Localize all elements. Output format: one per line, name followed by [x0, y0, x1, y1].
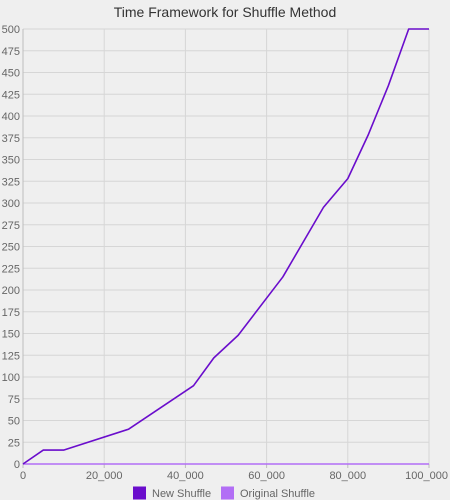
legend: New Shuffle Original Shuffle — [133, 486, 315, 500]
legend-label: Original Shuffle — [240, 488, 315, 500]
legend-label: New Shuffle — [152, 488, 211, 500]
x-tick-label: 60_000 — [248, 470, 285, 482]
y-tick-label: 400 — [2, 111, 20, 123]
legend-item-new-shuffle[interactable]: New Shuffle — [133, 486, 211, 500]
y-tick-label: 25 — [8, 437, 20, 449]
x-tick-label: 100_000 — [405, 470, 448, 482]
y-tick-label: 0 — [14, 459, 20, 471]
y-tick-label: 275 — [2, 220, 20, 232]
y-tick-label: 100 — [2, 372, 20, 384]
y-tick-label: 475 — [2, 46, 20, 58]
y-tick-label: 375 — [2, 133, 20, 145]
y-tick-label: 450 — [2, 68, 20, 80]
y-tick-label: 175 — [2, 307, 20, 319]
x-tick-label: 0 — [20, 470, 26, 482]
series-lines — [22, 28, 429, 465]
y-tick-label: 300 — [2, 198, 20, 210]
legend-swatch — [133, 486, 146, 500]
x-tick-label: 80_000 — [329, 470, 366, 482]
y-tick-label: 75 — [8, 394, 20, 406]
x-tick-label: 40_000 — [167, 470, 204, 482]
y-tick-label: 225 — [2, 263, 20, 275]
y-tick-label: 350 — [2, 155, 20, 167]
y-tick-label: 425 — [2, 89, 20, 101]
y-tick-label: 150 — [2, 329, 20, 341]
legend-swatch — [221, 486, 234, 500]
y-tick-label: 500 — [2, 24, 20, 36]
y-tick-label: 200 — [2, 285, 20, 297]
y-tick-label: 50 — [8, 416, 20, 428]
grid — [22, 28, 430, 465]
x-tick-label: 20_000 — [86, 470, 123, 482]
y-tick-label: 125 — [2, 350, 20, 362]
y-tick-label: 325 — [2, 176, 20, 188]
axes: 0 25 50 75 100 125 150 175 200 225 250 275 300 325 350… — [2, 24, 448, 482]
series-line-new-shuffle — [22, 28, 429, 465]
y-tick-label: 250 — [2, 242, 20, 254]
chart-title: Time Framework for Shuffle Method — [114, 4, 337, 20]
legend-item-original-shuffle[interactable]: Original Shuffle — [221, 486, 315, 500]
